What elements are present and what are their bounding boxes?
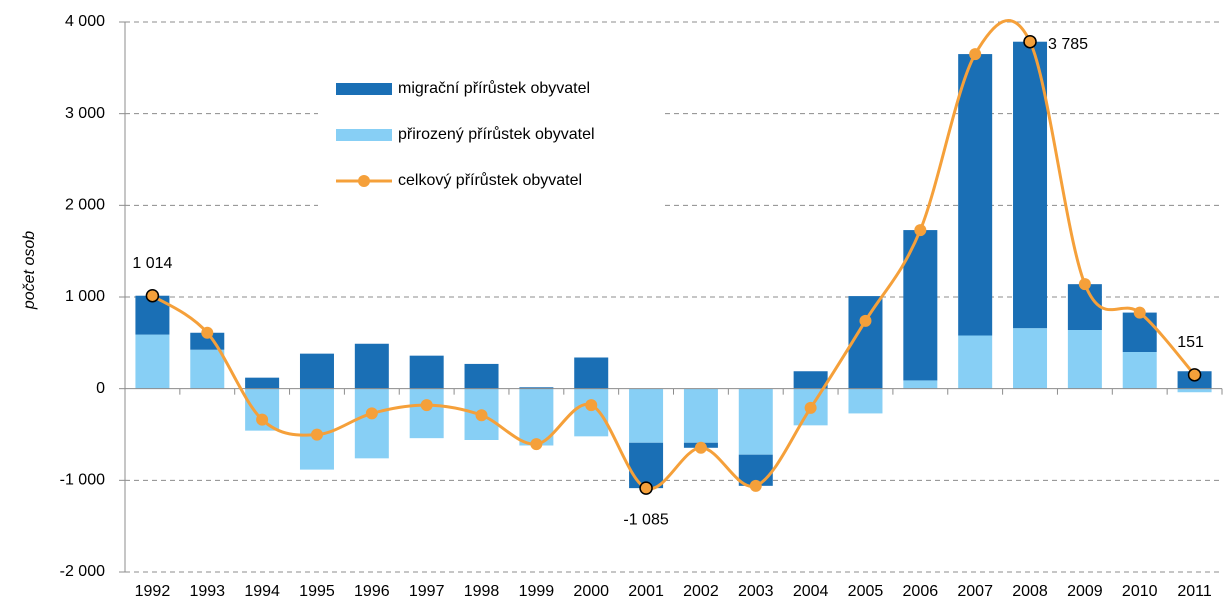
line-point [1187, 368, 1202, 382]
x-tick-label: 2002 [683, 583, 719, 600]
bar [848, 388, 883, 414]
x-tick-label: 1998 [464, 583, 500, 600]
y-tick-label: 1 000 [65, 288, 105, 305]
x-tick-label: 1993 [189, 583, 225, 600]
y-tick-label: -1 000 [60, 472, 105, 489]
y-axis-label: počet osob [21, 231, 38, 310]
legend-swatch [336, 83, 392, 95]
legend-marker [358, 175, 370, 187]
bar [299, 353, 334, 389]
line-point [585, 399, 598, 412]
bar [354, 343, 389, 389]
bar [848, 296, 883, 389]
x-tick-label: 2007 [957, 583, 993, 600]
line-point [969, 48, 982, 61]
y-tick-label: -2 000 [60, 563, 105, 580]
line-point [1078, 278, 1091, 291]
bar [1067, 330, 1102, 389]
x-tick-label: 2010 [1122, 583, 1158, 600]
legend: migrační přírůstek obyvatel přirozený pří… [318, 64, 663, 206]
x-tick-label: 1999 [519, 583, 555, 600]
x-tick-label: 1996 [354, 583, 390, 600]
bar [464, 363, 499, 389]
x-tick-label: 2004 [793, 583, 829, 600]
line-point [749, 479, 762, 492]
line-point [694, 441, 707, 454]
bar [738, 388, 773, 455]
y-tick-label: 2 000 [65, 197, 105, 214]
bar [409, 355, 444, 389]
y-tick-label: 4 000 [65, 13, 105, 30]
bar [1013, 41, 1048, 329]
bar [958, 335, 993, 389]
bar [245, 377, 280, 389]
bar [1013, 328, 1048, 389]
bar [409, 388, 444, 439]
x-tick-label: 2000 [573, 583, 609, 600]
legend-label: migrační přírůstek obyvatel [398, 79, 590, 97]
legend-label: celkový přírůstek obyvatel [398, 171, 582, 189]
bar [519, 388, 554, 446]
y-tick-label: 3 000 [65, 105, 105, 122]
bar [574, 388, 609, 437]
bar [629, 388, 664, 443]
x-tick-label: 2008 [1012, 583, 1048, 600]
bar [354, 388, 389, 459]
bar [1122, 352, 1157, 389]
x-tick-label: 2003 [738, 583, 774, 600]
x-tick-label: 2005 [848, 583, 884, 600]
bar [1177, 388, 1212, 393]
x-tick-label: 1997 [409, 583, 445, 600]
bar [1122, 312, 1157, 352]
line-point [639, 481, 653, 495]
line-point [914, 224, 927, 237]
bar [519, 387, 554, 389]
data-label: 3 785 [1048, 36, 1088, 53]
data-label: -1 085 [623, 511, 668, 528]
bar [574, 357, 609, 389]
x-tick-label: 1995 [299, 583, 335, 600]
bar [903, 380, 938, 389]
legend-label: přirozený přírůstek obyvatel [398, 125, 595, 143]
bar [793, 371, 828, 389]
x-tick-label: 2009 [1067, 583, 1103, 600]
y-tick-label: 0 [96, 380, 105, 397]
x-tick-label: 2001 [628, 583, 664, 600]
data-label: 1 014 [132, 255, 172, 272]
line [151, 19, 1196, 491]
line-point [1023, 34, 1037, 49]
bar [958, 54, 993, 336]
line-point [475, 409, 488, 422]
line-point [310, 428, 323, 441]
line-point [201, 326, 214, 339]
bar [190, 349, 225, 389]
x-tick-label: 2006 [903, 583, 939, 600]
line-point [365, 407, 378, 420]
legend-swatch [336, 129, 392, 141]
line-point [530, 438, 543, 451]
line-point [804, 401, 817, 414]
line-point [145, 288, 160, 303]
x-tick-label: 1994 [244, 583, 280, 600]
bar [135, 334, 170, 389]
x-tick-label: 2011 [1177, 583, 1212, 600]
data-label: 151 [1177, 334, 1204, 351]
bar [683, 388, 718, 443]
line-point [859, 314, 872, 327]
line-point [1133, 306, 1146, 319]
bar [629, 442, 664, 489]
line-point [420, 399, 433, 412]
line-point [256, 413, 269, 426]
bar [1067, 284, 1102, 330]
x-tick-label: 1992 [135, 583, 171, 600]
